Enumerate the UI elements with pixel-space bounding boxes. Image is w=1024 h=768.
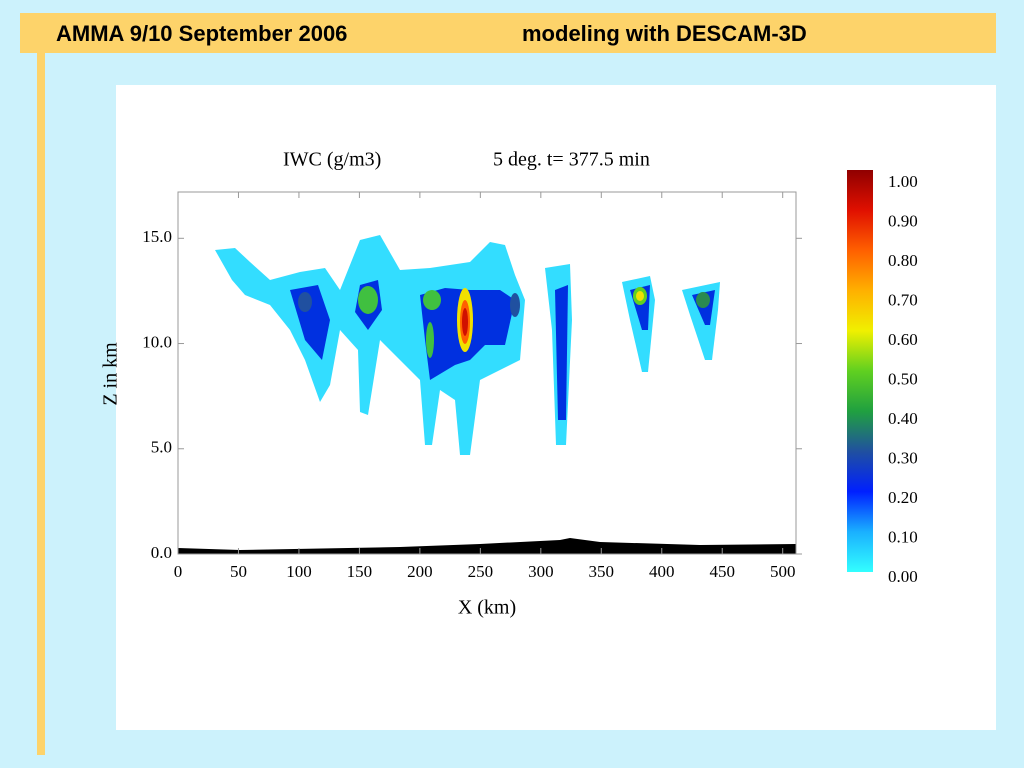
y-tick-label: 10.0 (142, 332, 172, 351)
x-tick-label: 400 (649, 562, 675, 581)
x-tick-label: 150 (347, 562, 373, 581)
colorbar-tick-label: 0.40 (888, 409, 918, 428)
colorbar-tick-label: 0.80 (888, 251, 918, 270)
x-tick-label: 300 (528, 562, 554, 581)
x-tick-label: 100 (286, 562, 312, 581)
header-bar (20, 13, 996, 53)
colorbar-tick-label: 0.50 (888, 369, 918, 388)
side-bar (37, 53, 45, 755)
x-tick-label: 250 (468, 562, 494, 581)
colorbar-tick-label: 0.30 (888, 448, 918, 467)
plot-frame (177, 191, 797, 555)
colorbar-tick-label: 1.00 (888, 172, 918, 191)
colorbar-tick-label: 0.20 (888, 488, 918, 507)
x-axis-label: X (km) (458, 597, 516, 619)
y-axis-label: Z in km (100, 342, 122, 406)
y-tick-label: 0.0 (151, 543, 172, 562)
chart-subtitle: 5 deg. t= 377.5 min (493, 149, 650, 171)
x-tick-label: 200 (407, 562, 433, 581)
y-tick-label: 15.0 (142, 227, 172, 246)
x-tick-label: 500 (770, 562, 796, 581)
colorbar-tick-label: 0.70 (888, 290, 918, 309)
colorbar-tick-label: 0.10 (888, 527, 918, 546)
colorbar-tick-label: 0.90 (888, 211, 918, 230)
x-tick-label: 450 (709, 562, 735, 581)
colorbar-tick-label: 0.60 (888, 330, 918, 349)
colorbar (847, 170, 873, 572)
x-tick-label: 50 (230, 562, 247, 581)
x-tick-label: 0 (174, 562, 183, 581)
contour-field (178, 235, 796, 554)
x-tick-label: 350 (589, 562, 615, 581)
header-subtitle: modeling with DESCAM-3D (522, 21, 807, 46)
chart-title: IWC (g/m3) (283, 149, 381, 171)
colorbar-tick-label: 0.00 (888, 567, 918, 586)
y-tick-label: 5.0 (151, 438, 172, 457)
header-title: AMMA 9/10 September 2006 (56, 21, 347, 46)
